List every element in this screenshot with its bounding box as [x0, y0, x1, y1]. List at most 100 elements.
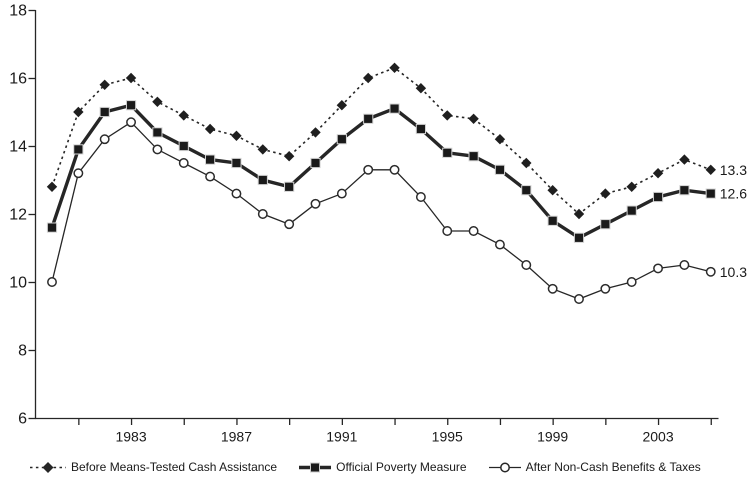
square-marker-icon	[363, 113, 374, 124]
legend-item-before-cash: Before Means-Tested Cash Assistance	[30, 460, 277, 474]
x-axis-label: 1991	[326, 429, 357, 445]
circle-marker-icon	[205, 171, 216, 182]
diamond-marker-icon	[652, 168, 664, 179]
square-marker-icon	[468, 151, 479, 162]
square-marker-icon	[152, 127, 163, 138]
square-marker-icon	[600, 219, 611, 230]
diamond-dotted-line-icon	[30, 461, 66, 473]
square-marker-icon	[626, 205, 637, 216]
diamond-marker-icon	[73, 106, 84, 118]
diamond-marker-icon	[204, 123, 216, 135]
square-marker-icon	[494, 164, 506, 175]
circle-marker-icon	[310, 198, 321, 209]
square-marker-icon	[521, 185, 532, 196]
legend-label-before-cash: Before Means-Tested Cash Assistance	[71, 460, 278, 474]
square-marker-icon	[73, 144, 84, 155]
diamond-marker-icon	[389, 62, 400, 73]
diamond-marker-icon	[257, 144, 268, 155]
circle-marker-icon	[679, 260, 690, 270]
square-marker-icon	[652, 191, 664, 203]
circle-marker-icon	[547, 283, 558, 294]
circle-marker-icon	[600, 283, 611, 294]
square-marker-icon	[46, 222, 58, 233]
x-axis-label: 1995	[432, 429, 463, 445]
square-marker-icon	[573, 232, 585, 243]
square-marker-icon	[178, 140, 189, 152]
circle-marker-icon	[653, 263, 663, 274]
circle-marker-icon	[626, 277, 637, 287]
circle-marker-icon	[231, 188, 242, 199]
y-axis-label: 8	[18, 343, 27, 360]
diamond-marker-icon	[231, 130, 242, 141]
diamond-marker-icon	[415, 83, 427, 94]
circle-marker-icon	[336, 188, 347, 199]
diamond-marker-icon	[46, 181, 58, 192]
diamond-marker-icon	[310, 127, 321, 138]
series-end-label-official: 12.6	[720, 186, 747, 202]
x-axis-label: 1999	[537, 429, 568, 445]
circle-marker-icon	[126, 117, 137, 128]
x-axis-label: 2003	[642, 429, 673, 445]
square-marker-icon	[231, 157, 242, 169]
circle-marker-icon	[284, 219, 295, 230]
circle-marker-icon	[442, 226, 453, 236]
square-marker-icon	[389, 103, 400, 114]
diamond-marker-icon	[468, 113, 479, 124]
square-marker-icon	[257, 174, 268, 186]
circle-marker-icon	[99, 134, 110, 145]
square-marker-icon	[336, 134, 347, 145]
diamond-marker-icon	[679, 154, 690, 165]
circle-marker-icon	[574, 294, 584, 304]
square-marker-icon	[310, 157, 321, 169]
circle-marker-icon	[705, 266, 716, 277]
circle-marker-icon	[521, 260, 532, 270]
plot-area: 6 8 10 12 14 16 18 1983 1987 1991 1995 1999 2003 13.3…	[9, 3, 747, 445]
legend-label-official: Official Poverty Measure	[336, 460, 467, 474]
square-marker-icon	[415, 123, 426, 135]
square-thick-line-icon	[299, 462, 332, 472]
diamond-marker-icon	[152, 96, 163, 107]
diamond-marker-icon	[547, 185, 558, 196]
y-axis-label: 12	[9, 207, 27, 224]
square-marker-icon	[705, 188, 716, 199]
y-axis-label: 16	[9, 71, 27, 88]
diamond-marker-icon	[336, 100, 348, 111]
circle-marker-icon	[468, 226, 479, 236]
circle-marker-icon	[47, 277, 57, 287]
diamond-marker-icon	[283, 151, 295, 162]
square-marker-icon	[442, 147, 453, 158]
circle-marker-icon	[257, 209, 268, 219]
circle-marker-icon	[363, 164, 374, 175]
circle-marker-icon	[415, 192, 426, 202]
diamond-marker-icon	[521, 157, 532, 169]
series-end-label-after-noncash: 10.3	[720, 264, 747, 280]
diamond-marker-icon	[705, 164, 716, 175]
diamond-marker-icon	[600, 188, 611, 199]
legend-item-official: Official Poverty Measure	[299, 460, 467, 474]
x-axis-label: 1983	[115, 429, 146, 445]
square-marker-icon	[679, 185, 690, 196]
diamond-marker-icon	[125, 72, 137, 84]
y-axis-label: 14	[9, 139, 27, 156]
legend-label-after-noncash: After Non-Cash Benefits & Taxes	[525, 460, 701, 474]
series-end-label-before-cash: 13.3	[720, 162, 747, 178]
circle-marker-icon	[152, 144, 163, 155]
x-axis-label: 1987	[221, 429, 252, 445]
square-marker-icon	[284, 181, 295, 192]
circle-marker-icon	[389, 164, 400, 175]
y-axis-label: 6	[18, 411, 27, 428]
series-line-before-cash	[51, 66, 712, 216]
diamond-marker-icon	[442, 110, 453, 121]
circle-marker-icon	[73, 168, 84, 179]
diamond-marker-icon	[573, 208, 585, 220]
circle-thin-line-icon	[488, 462, 521, 472]
series-line-after-noncash	[51, 121, 711, 300]
square-marker-icon	[125, 100, 137, 111]
chart-legend: Before Means-Tested Cash Assistance Offi…	[30, 460, 701, 474]
y-axis-label: 10	[9, 275, 27, 292]
circle-marker-icon	[178, 158, 189, 168]
square-marker-icon	[205, 154, 216, 165]
diamond-marker-icon	[363, 72, 374, 84]
y-axis-label: 18	[9, 3, 27, 20]
